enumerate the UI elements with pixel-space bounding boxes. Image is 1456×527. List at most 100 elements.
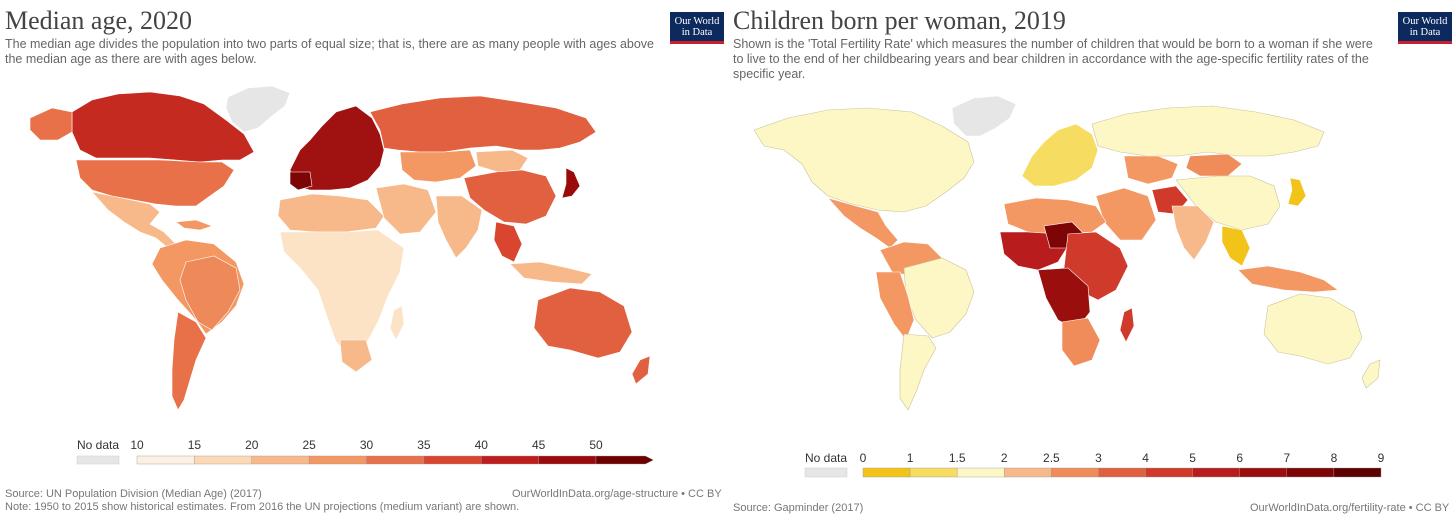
- map-region-central-asia[interactable]: [399, 149, 477, 183]
- legend-tick-label: 5: [1189, 451, 1196, 465]
- legend-tick-label: 9: [1378, 451, 1385, 465]
- median-age-panel: Median age, 2020 The median age divides …: [5, 6, 724, 513]
- legend-bin-5[interactable]: [1098, 467, 1146, 478]
- map-region-middle-east[interactable]: [1095, 187, 1157, 241]
- world-map-fertility: [753, 95, 1381, 411]
- chart-subtitle: Shown is the 'Total Fertility Rate' whic…: [733, 37, 1373, 81]
- legend-tick-label: 7: [1283, 451, 1290, 465]
- legend-bin-1[interactable]: [909, 467, 958, 478]
- legend-tick-label: 30: [360, 438, 374, 452]
- legend-bin-10[interactable]: [1333, 467, 1382, 478]
- source-link[interactable]: OurWorldInData.org/fertility-rate • CC B…: [1250, 502, 1450, 514]
- map-region-japan[interactable]: [561, 167, 581, 199]
- map-region-sub-saharan-africa[interactable]: [279, 229, 405, 357]
- legend-tick-label: 1: [907, 451, 914, 465]
- map-region-madagascar[interactable]: [1119, 307, 1135, 343]
- legend-bin-2[interactable]: [251, 455, 310, 465]
- logo-line-2: in Data: [681, 26, 713, 38]
- legend-no-data-swatch: [76, 455, 120, 465]
- note-text: Note: 1950 to 2015 show historical estim…: [5, 501, 520, 513]
- legend-tick-label: 4: [1142, 451, 1149, 465]
- map-region-brazil[interactable]: [179, 255, 241, 331]
- map-region-southern-africa[interactable]: [339, 339, 373, 373]
- legend-bin-8[interactable]: [595, 455, 654, 465]
- map-region-europe[interactable]: [289, 105, 385, 191]
- owid-logo[interactable]: Our World in Data: [670, 12, 724, 44]
- legend-tick-label: 1.5: [949, 451, 966, 465]
- source-text: Source: Gapminder (2017): [733, 502, 864, 514]
- legend-no-data-label: No data: [77, 438, 119, 452]
- map-region-southern-cone[interactable]: [171, 311, 207, 411]
- map-region-alaska[interactable]: [29, 107, 73, 141]
- legend-bin-9[interactable]: [1286, 467, 1335, 478]
- legend-tick-label: 45: [532, 438, 546, 452]
- source-text: Source: UN Population Division (Median A…: [5, 488, 262, 500]
- map-region-southern-africa[interactable]: [1061, 317, 1101, 367]
- legend-tick-label: 15: [188, 438, 202, 452]
- map-region-north-africa[interactable]: [1003, 197, 1107, 235]
- map-region-indonesia[interactable]: [509, 261, 593, 285]
- map-region-china[interactable]: [463, 169, 557, 225]
- legend-bin-5[interactable]: [423, 455, 482, 465]
- map-region-andes[interactable]: [875, 271, 915, 341]
- logo-line-2: in Data: [1409, 26, 1441, 38]
- map-region-greenland[interactable]: [225, 85, 291, 133]
- logo-line-1: Our World: [1402, 15, 1448, 27]
- legend-tick-label: 6: [1236, 451, 1243, 465]
- map-region-australia[interactable]: [533, 287, 633, 359]
- map-region-greenland[interactable]: [951, 95, 1017, 137]
- legend-bin-7[interactable]: [538, 455, 597, 465]
- map-region-japan-korea[interactable]: [1287, 177, 1307, 207]
- fertility-rate-panel: Children born per woman, 2019 Shown is t…: [728, 0, 1456, 527]
- map-region-central-america[interactable]: [827, 197, 899, 249]
- map-region-indonesia[interactable]: [1237, 265, 1339, 293]
- legend-bin-3[interactable]: [308, 455, 367, 465]
- map-region-iberia[interactable]: [289, 171, 313, 191]
- legend-bin-0[interactable]: [862, 467, 911, 478]
- legend-bin-4[interactable]: [366, 455, 425, 465]
- map-region-central-asia[interactable]: [1123, 155, 1179, 185]
- legend-no-data-label: No data: [805, 451, 847, 465]
- map-region-new-zealand[interactable]: [1361, 359, 1381, 389]
- map-region-caribbean[interactable]: [175, 219, 213, 231]
- world-map-median-age: [29, 85, 651, 411]
- legend-bin-6[interactable]: [481, 455, 539, 465]
- legend-bin-1[interactable]: [194, 455, 252, 465]
- map-region-australia[interactable]: [1263, 293, 1363, 365]
- legend-tick-label: 3: [1095, 451, 1102, 465]
- legend-bin-0[interactable]: [136, 455, 195, 465]
- legend-no-data-swatch: [804, 467, 848, 478]
- map-region-russia[interactable]: [1091, 105, 1325, 157]
- map-region-southern-cone[interactable]: [899, 333, 937, 411]
- source-link[interactable]: OurWorldInData.org/age-structure • CC BY: [512, 488, 722, 500]
- chart-title: Children born per woman, 2019: [733, 6, 1066, 35]
- owid-logo[interactable]: Our World in Data: [1398, 12, 1452, 44]
- map-region-north-america[interactable]: [753, 107, 975, 213]
- legend-tick-label: 35: [417, 438, 431, 452]
- logo-line-1: Our World: [674, 15, 720, 27]
- legend-tick-label: 2.5: [1043, 451, 1060, 465]
- map-region-southeast-asia[interactable]: [493, 221, 523, 263]
- map-region-middle-east[interactable]: [375, 183, 437, 235]
- map-region-russia[interactable]: [369, 95, 597, 153]
- legend-tick-label: 25: [302, 438, 316, 452]
- legend-bin-2[interactable]: [956, 467, 1005, 478]
- map-region-new-zealand[interactable]: [631, 355, 651, 385]
- map-region-madagascar[interactable]: [389, 305, 405, 341]
- map-region-europe[interactable]: [1021, 123, 1099, 187]
- map-region-southeast-asia[interactable]: [1221, 225, 1251, 267]
- legend-bin-6[interactable]: [1145, 467, 1193, 478]
- map-region-north-africa[interactable]: [277, 193, 385, 233]
- map-region-south-asia[interactable]: [1171, 205, 1215, 261]
- legend-bin-4[interactable]: [1051, 467, 1099, 478]
- legend-bin-3[interactable]: [1004, 467, 1052, 478]
- map-region-south-asia[interactable]: [435, 195, 483, 259]
- map-region-usa[interactable]: [75, 159, 235, 207]
- color-legend: No data 10 15 20 25 30 35 40 45 50: [76, 438, 654, 465]
- map-region-canada[interactable]: [71, 91, 255, 163]
- legend-tick-label: 40: [475, 438, 489, 452]
- legend-bin-7[interactable]: [1192, 467, 1240, 478]
- legend-bin-8[interactable]: [1239, 467, 1288, 478]
- legend-tick-label: 0: [860, 451, 867, 465]
- color-legend: No data 0 1 1.5 2 2.5 3 4 5 6 7 8 9: [804, 451, 1385, 478]
